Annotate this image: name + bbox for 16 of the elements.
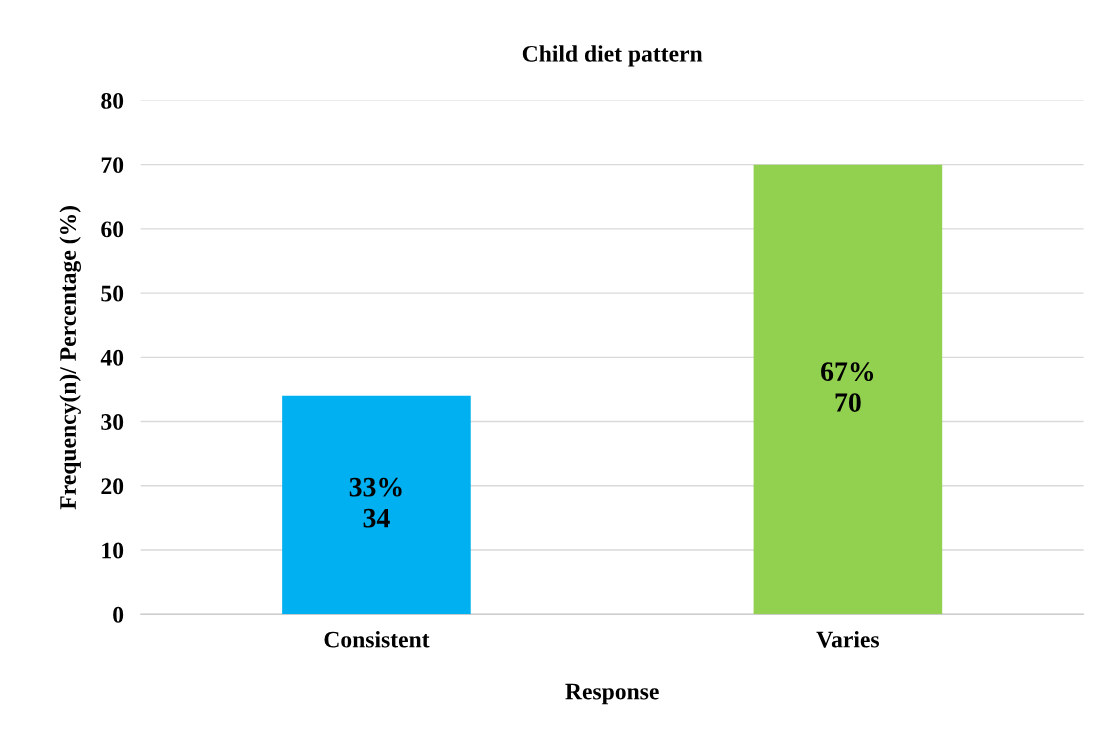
data-label: 67% 70 — [821, 362, 874, 412]
chart-title: Child diet pattern — [522, 45, 703, 67]
y-tick-label: 20 — [101, 478, 124, 495]
y-tick-label: 30 — [101, 414, 124, 430]
x-axis-title: Response — [565, 683, 659, 705]
y-tick-label: 40 — [100, 349, 124, 366]
x-tick-label: Varies — [816, 630, 880, 648]
y-tick-label: 0 — [113, 606, 124, 623]
y-tick-label: 10 — [102, 542, 124, 559]
y-tick-label: 50 — [101, 285, 124, 302]
y-tick-label: 70 — [101, 157, 124, 174]
y-tick-label: 80 — [101, 92, 124, 109]
data-label: 33% 34 — [349, 477, 402, 528]
y-axis-title: Frequency(n)/ Percentage (%) — [59, 206, 81, 510]
y-tick-label: 60 — [101, 221, 124, 238]
x-tick-label: Consistent — [324, 630, 430, 648]
